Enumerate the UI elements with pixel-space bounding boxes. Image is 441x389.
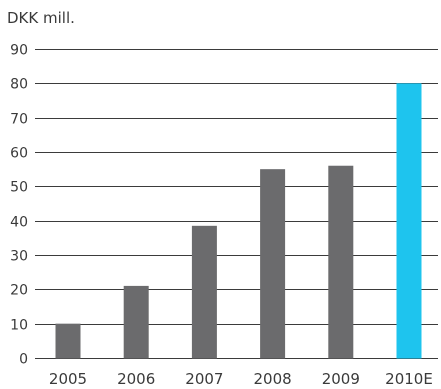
y-tick-label: 20 bbox=[10, 283, 28, 299]
x-tick-label: 2007 bbox=[185, 370, 223, 388]
bar-2006 bbox=[123, 285, 149, 359]
x-tick-label: 2008 bbox=[254, 370, 292, 388]
gridlines bbox=[35, 49, 438, 359]
x-tick-labels: 2005 2006 2007 2008 2009 2010E bbox=[49, 370, 433, 388]
bar-2010E bbox=[396, 83, 422, 359]
y-tick-label: 60 bbox=[10, 146, 28, 162]
y-tick-label: 80 bbox=[10, 77, 28, 93]
x-tick-label: 2005 bbox=[49, 370, 87, 388]
y-tick-label: 50 bbox=[10, 180, 28, 196]
y-tick-label: 10 bbox=[10, 318, 28, 334]
bar-2008 bbox=[260, 169, 286, 359]
bar-2005 bbox=[55, 323, 81, 359]
y-tick-label: 90 bbox=[10, 43, 28, 59]
y-axis-title: DKK mill. bbox=[7, 9, 75, 27]
x-tick-label: 2006 bbox=[117, 370, 155, 388]
x-tick-label: 2010E bbox=[385, 370, 433, 388]
y-tick-label: 30 bbox=[10, 249, 28, 265]
y-tick-label: 0 bbox=[19, 352, 28, 368]
y-tick-labels: 0 10 20 30 40 50 60 70 80 90 bbox=[10, 43, 28, 368]
y-tick-label: 70 bbox=[10, 112, 28, 128]
bars bbox=[55, 83, 422, 359]
y-tick-label: 40 bbox=[10, 215, 28, 231]
bar-2007 bbox=[191, 225, 217, 359]
bar-2009 bbox=[328, 165, 354, 359]
x-tick-label: 2009 bbox=[322, 370, 360, 388]
